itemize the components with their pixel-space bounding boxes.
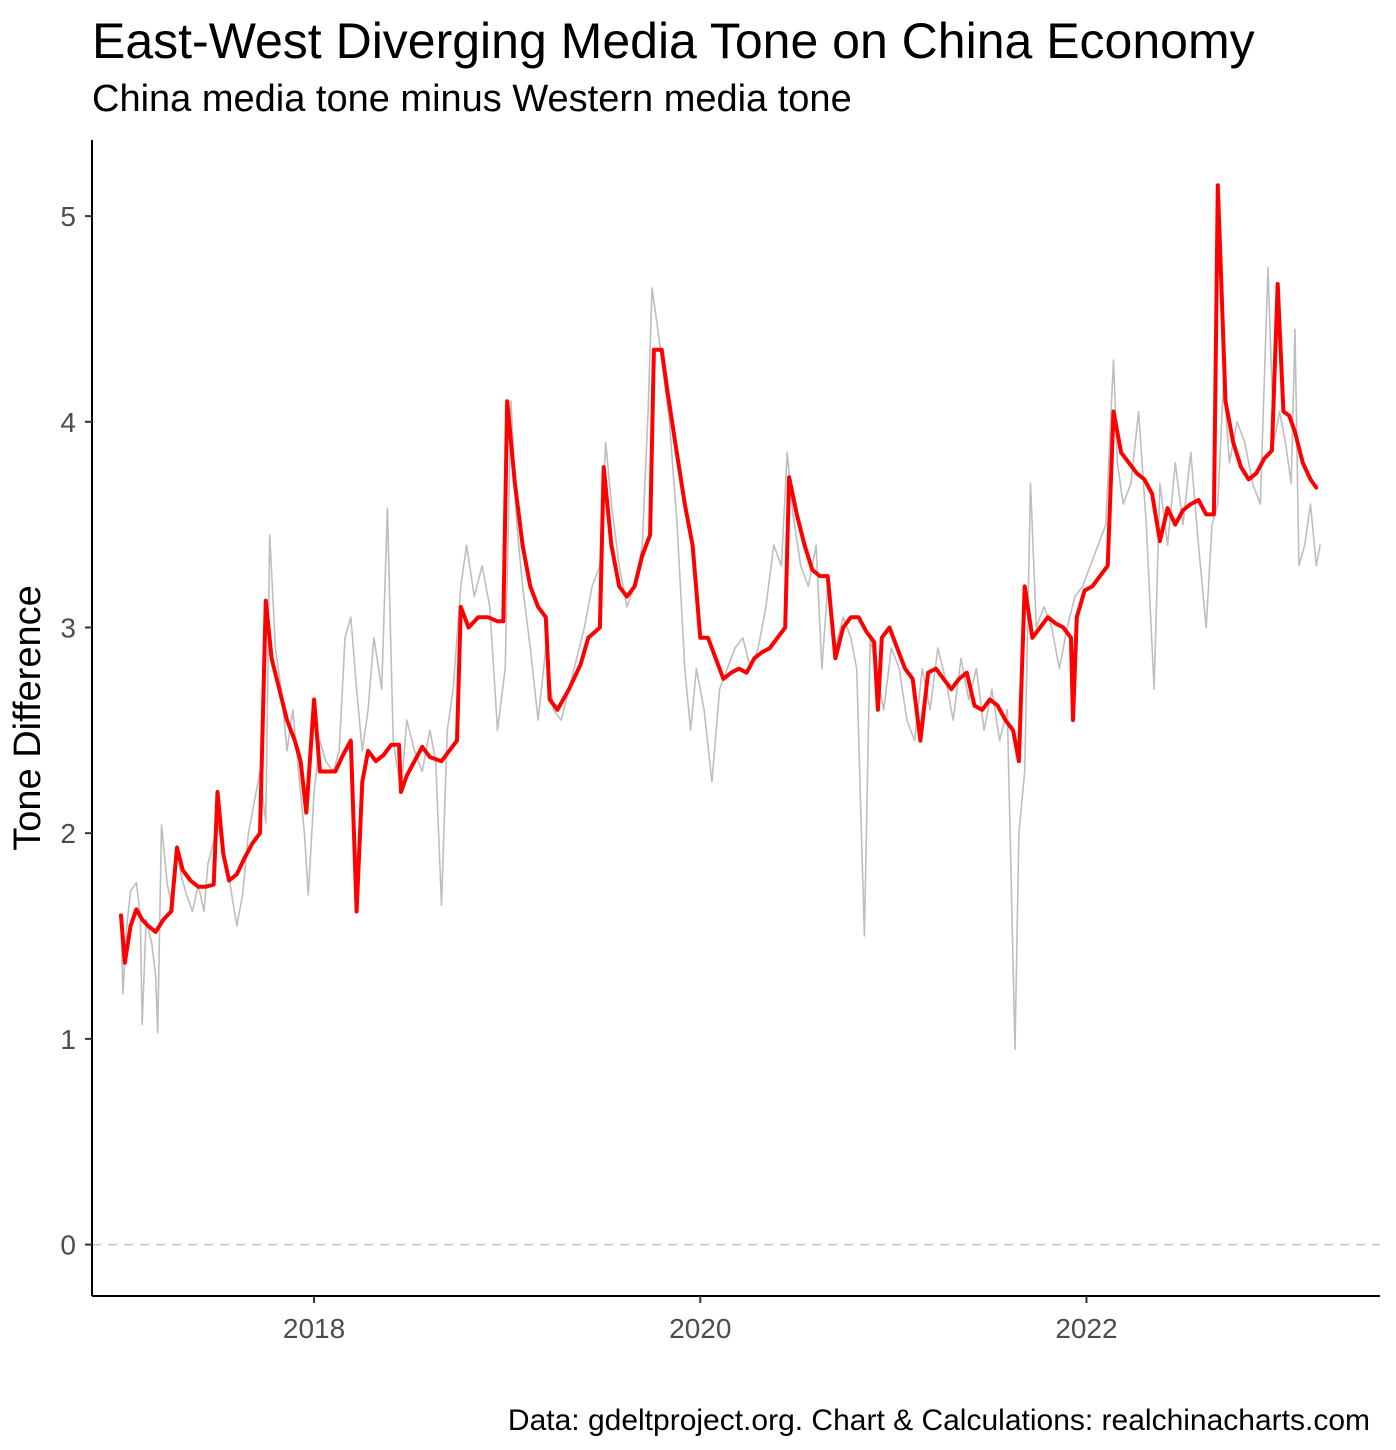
y-tick-label: 2 xyxy=(60,818,76,849)
smoothed-tone-difference-line xyxy=(119,183,1319,965)
series-layer xyxy=(119,183,1321,1050)
x-tick-label: 2022 xyxy=(1055,1313,1117,1344)
y-axis-title: Tone Difference xyxy=(7,585,49,850)
ticks-layer: 0 1 2 3 4 5 2018 2020 2022 xyxy=(60,201,1117,1344)
x-tick-label: 2018 xyxy=(283,1313,345,1344)
axes-layer xyxy=(91,140,1380,1297)
y-tick-label: 0 xyxy=(60,1230,76,1261)
daily-tone-difference-line xyxy=(120,266,1321,1050)
y-tick-label: 5 xyxy=(60,201,76,232)
chart-subtitle: China media tone minus Western media ton… xyxy=(92,78,852,120)
chart-caption: Data: gdeltproject.org. Chart & Calculat… xyxy=(507,1404,1370,1437)
chart-title: East-West Diverging Media Tone on China … xyxy=(92,13,1255,69)
y-tick-label: 3 xyxy=(60,612,76,643)
y-tick-label: 4 xyxy=(60,407,76,438)
y-tick-label: 1 xyxy=(60,1024,76,1055)
x-tick-label: 2020 xyxy=(669,1313,731,1344)
